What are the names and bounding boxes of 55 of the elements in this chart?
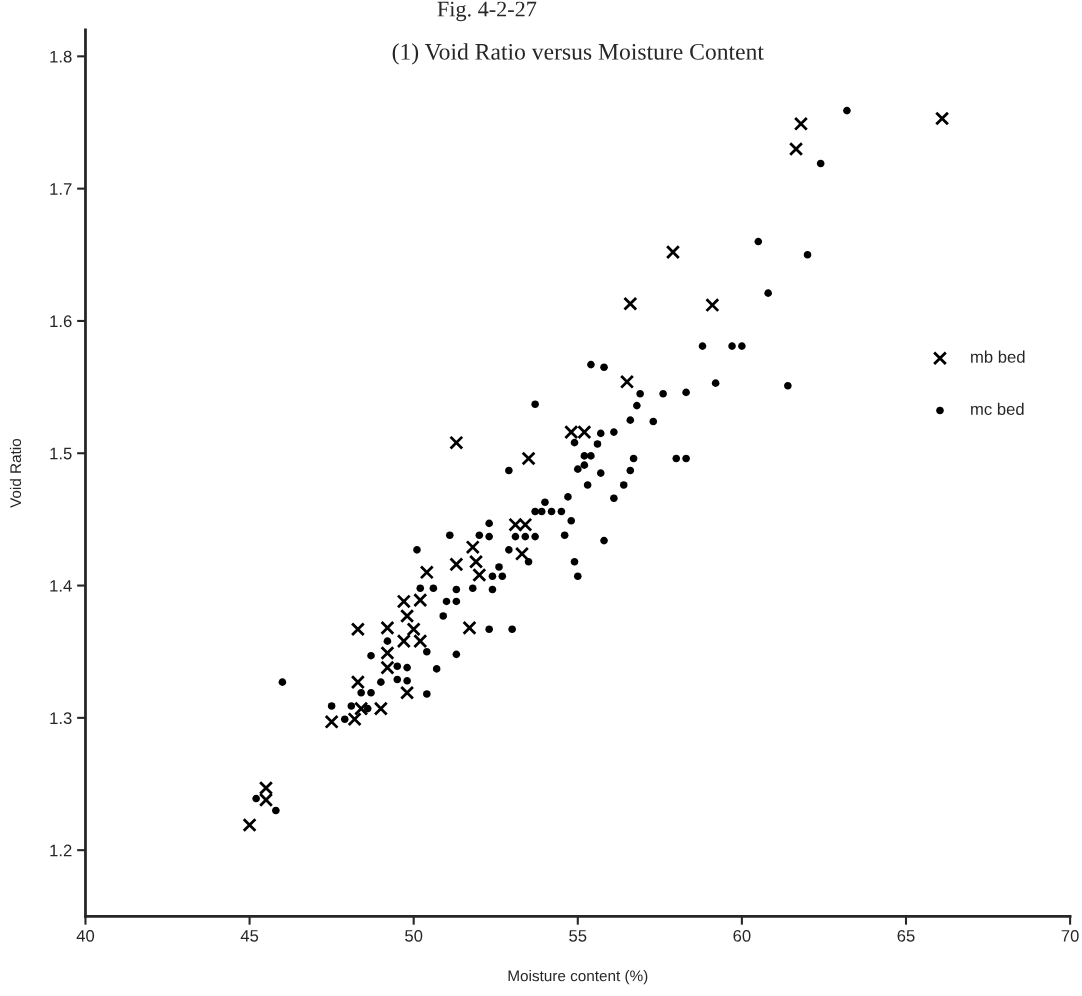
x-tick-label: 65: [897, 929, 915, 942]
point: [258, 792, 274, 808]
point: [380, 660, 395, 675]
y-tick-label: 1.7: [50, 183, 72, 195]
x-tick-label: 55: [569, 930, 587, 942]
chart-title: Fig. 4-2-27: [437, 1, 537, 22]
point: [258, 780, 274, 796]
point: [396, 594, 412, 609]
text: (1) Void Ratio versus Moisture Content: [392, 43, 764, 65]
x-tick-label: 50: [405, 929, 423, 942]
point: [705, 297, 720, 313]
point: [406, 622, 421, 637]
point: [521, 451, 536, 466]
y-tick-label: 1.4: [50, 580, 72, 592]
point: [373, 701, 389, 716]
point: [413, 633, 428, 649]
point: [514, 546, 530, 562]
point: [399, 608, 415, 624]
y-tick-label: 1.8: [50, 50, 72, 63]
legend-label: mc bed: [971, 402, 1024, 416]
legend-label: mb bed: [971, 350, 1025, 363]
point: [347, 711, 362, 727]
x-tick-label: 40: [76, 929, 95, 942]
point: [449, 435, 464, 450]
y-tick-label: 1.5: [50, 447, 72, 460]
point: [468, 554, 484, 569]
point: [462, 620, 477, 636]
x-tick-label: 45: [240, 930, 259, 942]
x-tick-label: 60: [733, 929, 751, 942]
x-tick-label: 70: [1061, 929, 1079, 942]
point: [619, 374, 635, 390]
point: [399, 685, 415, 700]
y-tick-label: 1.3: [50, 712, 72, 725]
point: [788, 141, 804, 157]
point: [242, 817, 257, 833]
point: [449, 557, 464, 572]
y-tick-label: 1.6: [50, 315, 72, 328]
point: [380, 645, 395, 661]
point: [353, 701, 369, 716]
point: [472, 567, 487, 583]
point: [465, 539, 480, 555]
y-axis-title: Void Ratio: [9, 438, 22, 508]
x-axis-title: Moisture content (%): [508, 970, 648, 985]
point: [324, 714, 339, 730]
point: [350, 674, 366, 690]
point: [380, 620, 395, 636]
point: [419, 565, 435, 580]
point: [413, 592, 428, 608]
point: [396, 633, 412, 649]
y-tick-label: 1.2: [50, 844, 72, 857]
point: [934, 111, 950, 126]
point: [350, 622, 366, 637]
point: [665, 244, 681, 260]
point: [623, 296, 638, 311]
point: [793, 116, 809, 132]
